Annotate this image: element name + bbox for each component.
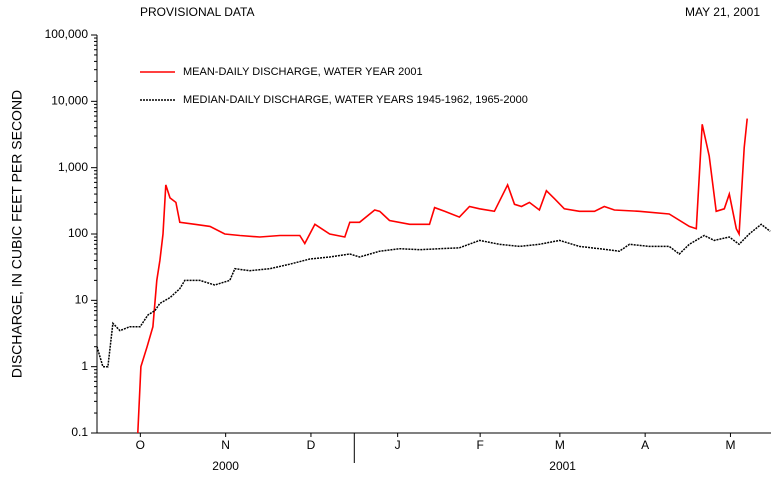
- date-label: MAY 21, 2001: [685, 5, 760, 19]
- y-tick-label: 10: [75, 293, 89, 307]
- y-axis-label: DISCHARGE, IN CUBIC FEET PER SECOND: [9, 90, 25, 378]
- y-tick-label: 1: [81, 359, 88, 373]
- y-tick-label: 1,000: [58, 160, 88, 174]
- chart-title: PROVISIONAL DATA: [140, 5, 254, 19]
- series-line: [97, 223, 771, 368]
- year-label: 2000: [212, 459, 239, 473]
- year-label: 2001: [549, 459, 576, 473]
- legend-label: MEAN-DAILY DISCHARGE, WATER YEAR 2001: [183, 66, 423, 78]
- x-tick-label: O: [136, 438, 145, 452]
- x-tick-label: D: [307, 438, 316, 452]
- y-tick-label: 100: [68, 226, 88, 240]
- y-tick-label: 0.1: [71, 425, 88, 439]
- legend-label: MEDIAN-DAILY DISCHARGE, WATER YEARS 1945…: [183, 94, 528, 106]
- x-tick-label: M: [555, 438, 565, 452]
- x-tick-label: J: [395, 438, 401, 452]
- x-tick-label: M: [725, 438, 735, 452]
- y-tick-label: 10,000: [51, 94, 88, 108]
- y-tick-label: 100,000: [45, 27, 89, 41]
- x-tick-label: F: [476, 438, 483, 452]
- x-tick-label: A: [641, 438, 649, 452]
- x-tick-label: N: [221, 438, 230, 452]
- series-line: [137, 118, 748, 433]
